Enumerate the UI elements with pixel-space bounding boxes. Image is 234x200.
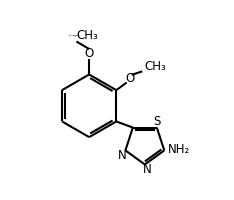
Text: methoxy1: methoxy1 (73, 35, 80, 36)
Text: methoxy_dummy: methoxy_dummy (69, 34, 81, 36)
Text: S: S (154, 115, 161, 128)
Text: CH₃: CH₃ (75, 36, 78, 37)
Text: CH₃: CH₃ (145, 60, 166, 73)
Text: NH₂: NH₂ (168, 143, 190, 156)
Text: CH₃: CH₃ (76, 29, 98, 42)
Text: O: O (84, 47, 94, 60)
Text: N: N (118, 149, 127, 162)
Text: N: N (143, 163, 152, 176)
Text: O: O (125, 72, 134, 85)
